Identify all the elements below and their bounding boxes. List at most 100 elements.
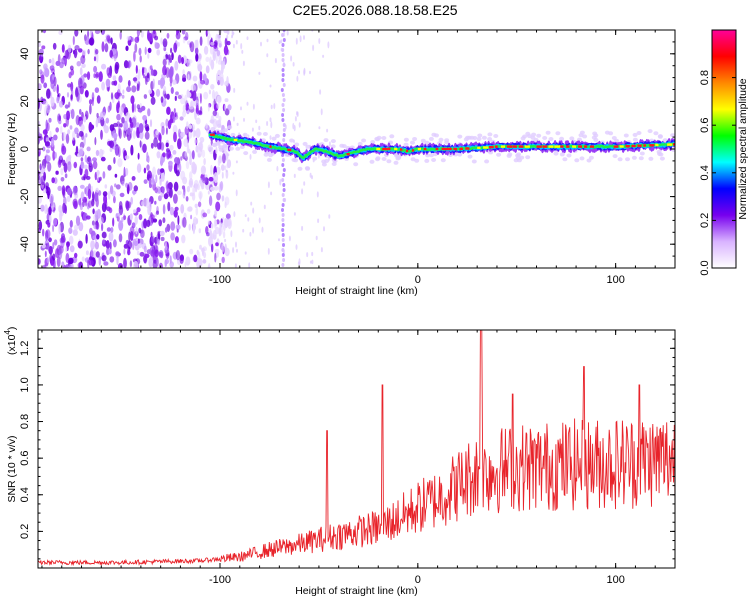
noise-blob [166, 93, 170, 100]
scale-exponent: 4 [3, 330, 12, 335]
noise-streak [282, 133, 286, 137]
track-haze [438, 137, 444, 142]
noise-blob [205, 65, 210, 74]
noise-blob [95, 149, 100, 157]
noise-blob [58, 115, 62, 122]
noise-blob [202, 212, 208, 218]
noise-blob [255, 119, 258, 124]
noise-blob [125, 45, 129, 51]
track-haze [525, 155, 531, 160]
noise-blob [67, 161, 72, 172]
track-haze [487, 137, 493, 141]
track-haze [467, 154, 473, 159]
signal-peak [459, 147, 463, 151]
noise-blob [226, 40, 231, 46]
noise-blob [166, 149, 172, 159]
noise-blob [250, 201, 253, 206]
noise-blob [85, 215, 91, 220]
noise-blob [105, 240, 110, 250]
y-tick-label: 0.8 [19, 414, 31, 429]
noise-blob [223, 45, 229, 56]
noise-blob [88, 99, 93, 105]
noise-blob [137, 152, 140, 160]
noise-blob [182, 110, 187, 118]
noise-streak [282, 183, 286, 187]
noise-blob [106, 248, 110, 256]
track-haze [515, 156, 521, 161]
noise-blob [44, 250, 47, 258]
noise-blob [73, 161, 78, 169]
noise-blob [311, 251, 314, 257]
noise-blob [94, 241, 99, 250]
noise-blob [123, 215, 127, 221]
noise-blob [48, 237, 52, 243]
signal-peak [465, 147, 470, 150]
noise-blob [143, 218, 148, 229]
noise-blob [109, 241, 112, 251]
noise-blob [211, 243, 214, 253]
track-haze [588, 155, 594, 160]
track-haze [506, 153, 512, 158]
noise-blob [133, 51, 136, 62]
track-haze [434, 133, 439, 138]
noise-blob [65, 133, 70, 144]
y-tick-label: 40 [19, 48, 31, 60]
noise-blob [303, 181, 306, 186]
noise-blob [146, 164, 150, 171]
track-haze [209, 119, 215, 124]
noise-streak [281, 158, 285, 162]
noise-blob [286, 30, 289, 36]
noise-blob [57, 185, 62, 191]
noise-blob [121, 216, 124, 223]
noise-blob [199, 136, 205, 143]
noise-blob [69, 220, 73, 228]
signal-track [295, 151, 299, 154]
noise-blob [48, 58, 52, 64]
noise-blob [186, 121, 189, 130]
noise-blob [143, 179, 148, 185]
noise-blob [147, 170, 152, 181]
noise-blob [156, 210, 159, 215]
noise-blob [200, 182, 204, 187]
noise-blob [45, 137, 49, 143]
noise-blob [81, 176, 86, 181]
noise-blob [170, 221, 176, 231]
noise-blob [50, 96, 55, 107]
noise-blob [147, 47, 152, 54]
noise-streak [281, 73, 285, 77]
noise-blob [155, 88, 161, 97]
noise-blob [188, 223, 191, 231]
noise-blob [180, 156, 183, 161]
noise-blob [90, 248, 94, 259]
noise-blob [121, 180, 125, 187]
noise-blob [63, 114, 68, 120]
noise-blob [169, 144, 174, 151]
noise-blob [101, 81, 105, 91]
noise-blob [45, 155, 51, 162]
noise-streak [281, 33, 285, 37]
noise-streak [281, 178, 285, 182]
noise-blob [168, 160, 173, 166]
noise-blob [121, 94, 125, 99]
noise-blob [101, 63, 107, 70]
noise-blob [320, 108, 323, 116]
noise-blob [107, 140, 112, 146]
noise-blob [158, 262, 163, 268]
noise-blob [205, 30, 208, 37]
track-haze [496, 152, 502, 157]
signal-peak [269, 145, 272, 148]
noise-blob [214, 209, 218, 217]
track-haze [636, 131, 642, 135]
noise-blob [235, 241, 237, 248]
track-haze [428, 136, 434, 141]
noise-blob [182, 69, 185, 76]
noise-blob [150, 142, 154, 149]
noise-blob [199, 71, 203, 82]
track-haze [431, 158, 437, 162]
noise-blob [269, 84, 272, 88]
noise-blob [192, 223, 196, 235]
noise-blob [172, 150, 177, 155]
noise-blob [192, 90, 197, 102]
noise-blob [195, 206, 199, 216]
noise-blob [232, 43, 235, 49]
